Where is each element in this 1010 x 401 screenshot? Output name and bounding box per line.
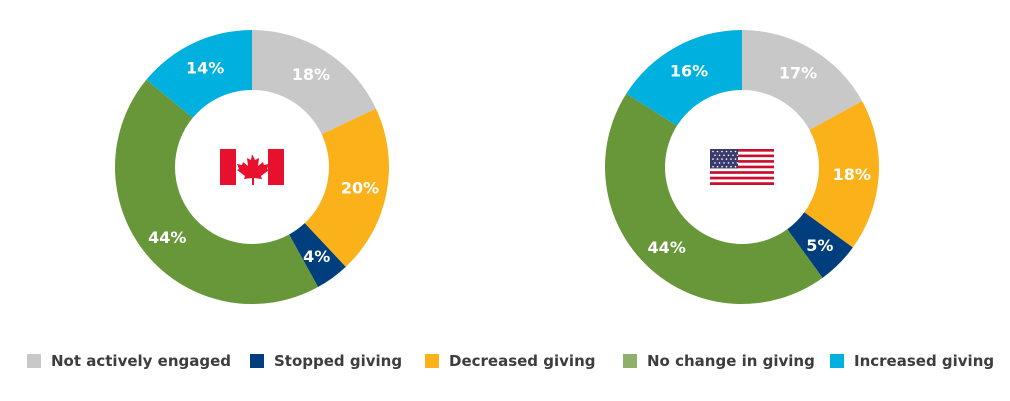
donut-1: 17% 18% 5% 44% 16% [605, 30, 879, 304]
legend-item-no-change: No change in giving [623, 352, 815, 370]
legend-swatch [250, 354, 264, 368]
slice-label: 4% [303, 247, 330, 266]
donut-slice [115, 79, 319, 304]
slice-label: 18% [833, 165, 871, 184]
legend-item-decreased: Decreased giving [425, 352, 595, 370]
legend-label: No change in giving [647, 352, 815, 370]
slice-label: 14% [186, 58, 224, 77]
slice-label: 44% [148, 228, 186, 247]
legend-swatch [425, 354, 439, 368]
legend-label: Not actively engaged [51, 352, 232, 370]
donut-slice [626, 30, 742, 126]
legend-item-not-engaged: Not actively engaged [27, 352, 231, 370]
legend-label: Increased giving [854, 352, 995, 370]
donut-slice [146, 30, 252, 118]
legend-item-increased: Increased giving [830, 352, 994, 370]
donut-slice [252, 30, 376, 135]
us-flag-icon [710, 149, 774, 185]
slice-label: 20% [341, 179, 379, 198]
legend-swatch [830, 354, 844, 368]
canada-flag-icon [220, 149, 284, 185]
donut-slice [742, 30, 863, 130]
donut-slice [787, 212, 853, 278]
slice-label: 17% [779, 63, 817, 82]
slice-label: 16% [670, 62, 708, 81]
donut-slice [304, 108, 389, 267]
legend-swatch [27, 354, 41, 368]
slice-label: 18% [292, 65, 330, 84]
legend-item-stopped: Stopped giving [250, 352, 402, 370]
donut-0: 18% 20% 4% 44% 14% [115, 30, 389, 304]
slice-label: 5% [806, 236, 833, 255]
donut-slice [804, 100, 879, 248]
slice-label: 44% [648, 238, 686, 257]
donut-slice [289, 223, 346, 288]
legend-label: Decreased giving [449, 352, 596, 370]
legend-swatch [623, 354, 637, 368]
donut-slice [605, 93, 823, 304]
legend-label: Stopped giving [274, 352, 403, 370]
